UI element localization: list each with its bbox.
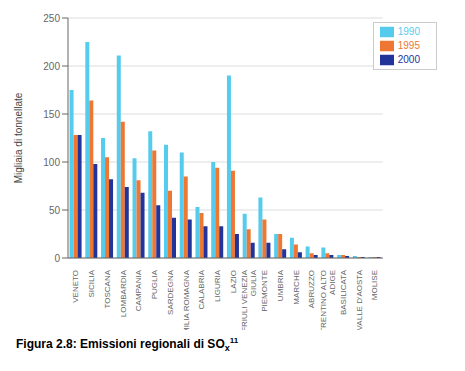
svg-text:50: 50: [49, 205, 61, 216]
html-text:1990: 1990: [397, 25, 420, 37]
svg-text:LAZIO: LAZIO: [229, 270, 238, 293]
html-text:2000: 2000: [397, 53, 420, 65]
svg-text:Migliaia di tonnellate: Migliaia di tonnellate: [13, 92, 24, 183]
svg-text:UMBRIA: UMBRIA: [276, 269, 285, 301]
svg-text:PIEMONTE: PIEMONTE: [260, 270, 269, 312]
html-text:11: 11: [229, 336, 239, 345]
svg-text:PUGLIA: PUGLIA: [150, 269, 159, 299]
svg-text:TRENTINO ALTO: TRENTINO ALTO: [319, 270, 328, 330]
svg-text:LOMBARDIA: LOMBARDIA: [119, 269, 128, 317]
svg-text:0: 0: [54, 253, 60, 264]
svg-text:CAMPANIA: CAMPANIA: [134, 269, 143, 311]
svg-text:250: 250: [43, 13, 60, 24]
html-text:1995: 1995: [397, 39, 420, 51]
svg-text:MOLISE: MOLISE: [370, 270, 379, 300]
svg-text:SICILIA: SICILIA: [87, 269, 96, 297]
svg-text:CALABRIA: CALABRIA: [197, 269, 206, 309]
svg-text:150: 150: [43, 109, 60, 120]
svg-text:FRIULI VENEZIA: FRIULI VENEZIA: [240, 269, 249, 330]
svg-text:MARCHE: MARCHE: [292, 270, 301, 305]
svg-text:GIULIA: GIULIA: [249, 269, 258, 296]
svg-text:ABRUZZO: ABRUZZO: [307, 270, 316, 308]
svg-text:BASILICATA: BASILICATA: [339, 269, 348, 315]
svg-text:ADIGE: ADIGE: [328, 270, 337, 295]
svg-text:EMILIA ROMAGNA: EMILIA ROMAGNA: [182, 269, 191, 330]
svg-text:200: 200: [43, 61, 60, 72]
svg-text:VENETO: VENETO: [71, 270, 80, 303]
svg-text:SARDEGNA: SARDEGNA: [166, 269, 175, 315]
svg-text:VALLE D'AOSTA: VALLE D'AOSTA: [355, 269, 364, 330]
svg-text:TOSCANA: TOSCANA: [103, 269, 112, 308]
svg-text:LIGURIA: LIGURIA: [213, 269, 222, 302]
html-text:Figura 2.8: Emissioni regional: Figura 2.8: Emissioni regionali di SOx: [16, 337, 230, 354]
svg-text:100: 100: [43, 157, 60, 168]
